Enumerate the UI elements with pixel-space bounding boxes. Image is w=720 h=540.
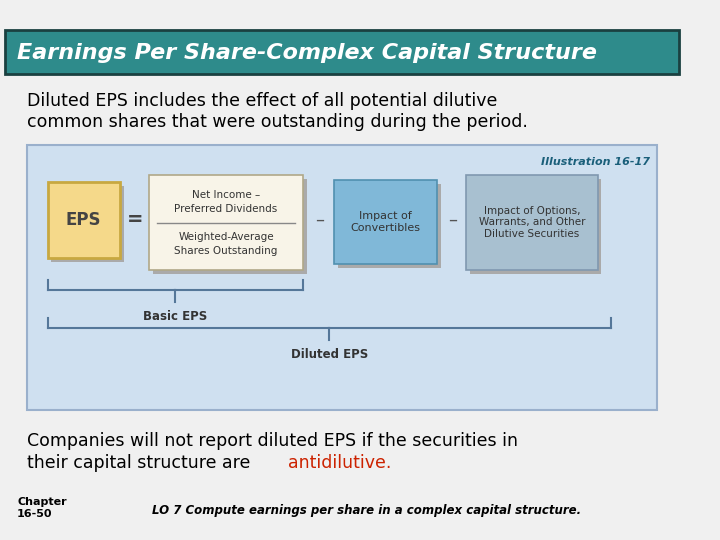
FancyBboxPatch shape [334, 180, 437, 264]
FancyBboxPatch shape [153, 179, 307, 274]
Text: –: – [315, 211, 324, 229]
Text: Impact of Options,
Warrants, and Other
Dilutive Securities: Impact of Options, Warrants, and Other D… [479, 206, 585, 239]
Text: Companies will not report diluted EPS if the securities in: Companies will not report diluted EPS if… [27, 432, 518, 450]
Text: LO 7 Compute earnings per share in a complex capital structure.: LO 7 Compute earnings per share in a com… [152, 504, 581, 517]
Text: common shares that were outstanding during the period.: common shares that were outstanding duri… [27, 113, 528, 131]
Text: –: – [448, 211, 456, 229]
Text: Weighted-Average: Weighted-Average [179, 232, 274, 242]
FancyBboxPatch shape [338, 184, 441, 268]
Text: Earnings Per Share-Complex Capital Structure: Earnings Per Share-Complex Capital Struc… [17, 43, 597, 63]
Text: Illustration 16-17: Illustration 16-17 [541, 157, 650, 167]
Text: =: = [127, 211, 143, 229]
FancyBboxPatch shape [5, 30, 679, 74]
Text: antidilutive.: antidilutive. [288, 454, 391, 472]
FancyBboxPatch shape [48, 182, 120, 258]
Text: Shares Outstanding: Shares Outstanding [174, 246, 278, 256]
FancyBboxPatch shape [51, 186, 124, 262]
Text: Impact of
Convertibles: Impact of Convertibles [351, 211, 420, 233]
FancyBboxPatch shape [27, 145, 657, 410]
FancyBboxPatch shape [467, 175, 598, 270]
FancyBboxPatch shape [470, 179, 601, 274]
Text: Net Income –: Net Income – [192, 190, 260, 200]
Text: their capital structure are: their capital structure are [27, 454, 256, 472]
Text: Chapter
16-50: Chapter 16-50 [17, 497, 67, 518]
Text: EPS: EPS [66, 211, 102, 229]
Text: Preferred Dividends: Preferred Dividends [174, 204, 278, 214]
Text: Basic EPS: Basic EPS [143, 310, 207, 323]
Text: Diluted EPS: Diluted EPS [291, 348, 368, 361]
Text: Diluted EPS includes the effect of all potential dilutive: Diluted EPS includes the effect of all p… [27, 92, 497, 110]
FancyBboxPatch shape [149, 175, 303, 270]
